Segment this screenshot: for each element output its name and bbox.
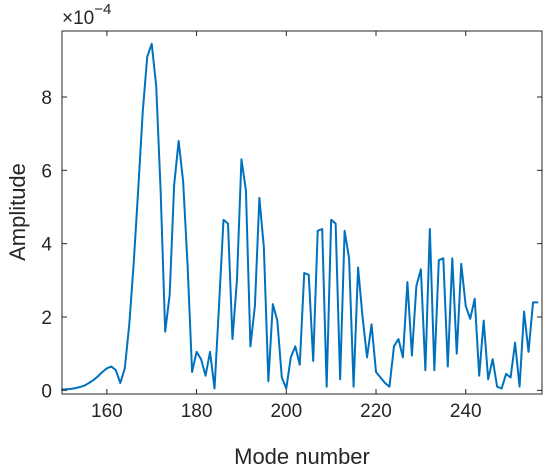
axes-box — [61, 30, 543, 395]
x-axis-ticks: 160 180 200 220 240 — [91, 31, 482, 422]
x-tick-label: 240 — [450, 401, 482, 422]
x-tick-label: 180 — [181, 401, 213, 422]
y-tick-label: 2 — [41, 308, 52, 329]
x-tick-label: 160 — [91, 401, 123, 422]
amplitude-series-line — [61, 42, 539, 391]
y-tick-label: 0 — [41, 381, 52, 402]
y-axis-ticks: 0 2 4 6 8 — [41, 88, 542, 402]
x-tick-label: 220 — [360, 401, 392, 422]
y-tick-label: 4 — [41, 235, 52, 256]
y-tick-label: 8 — [41, 88, 52, 109]
y-tick-label: 6 — [41, 161, 52, 182]
y-axis-exponent: ×10−4 — [62, 1, 111, 29]
plot-area — [62, 31, 542, 394]
y-axis-exponent-base: ×10 — [62, 8, 94, 29]
x-axis-label: Mode number — [234, 444, 370, 469]
x-tick-label: 200 — [270, 401, 302, 422]
y-axis-exponent-power: −4 — [94, 1, 111, 18]
y-axis-label: Amplitude — [5, 163, 30, 261]
